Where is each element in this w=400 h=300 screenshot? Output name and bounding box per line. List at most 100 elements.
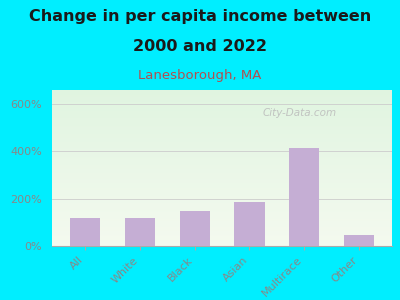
Bar (52, 142, 392, 143)
Bar (52, 125, 392, 126)
Bar (52, 167, 392, 168)
Bar (52, 213, 392, 214)
Bar (52, 193, 392, 194)
Bar (70, 218, 100, 246)
Bar (52, 216, 392, 217)
Bar (52, 157, 392, 158)
Bar (52, 214, 392, 215)
Bar (52, 194, 392, 195)
Bar (52, 238, 392, 239)
Bar (52, 183, 392, 184)
Bar (52, 176, 392, 177)
Bar (52, 93, 392, 94)
Bar (52, 195, 392, 196)
Bar (52, 97, 392, 98)
Bar (52, 181, 392, 182)
Bar (52, 179, 392, 181)
Text: Change in per capita income between: Change in per capita income between (29, 9, 371, 24)
Bar (52, 170, 392, 171)
Bar (52, 103, 392, 105)
Bar (52, 232, 392, 233)
Bar (52, 215, 392, 216)
Bar (52, 99, 392, 101)
Bar (52, 135, 392, 136)
Bar (52, 190, 392, 191)
Bar (52, 196, 392, 197)
Bar (52, 111, 392, 112)
Bar (52, 200, 392, 201)
Bar (52, 168, 392, 169)
Bar (52, 95, 392, 96)
Bar (52, 191, 392, 192)
Bar (52, 137, 392, 138)
Bar (52, 100, 392, 101)
Bar (52, 152, 392, 153)
Bar (52, 91, 392, 92)
Bar (52, 115, 392, 116)
Bar (52, 231, 392, 232)
Bar (52, 98, 392, 99)
Bar (52, 233, 392, 235)
Bar (52, 166, 392, 167)
Bar (52, 164, 392, 165)
Bar (52, 243, 392, 244)
Bar (52, 110, 392, 111)
Bar (52, 202, 392, 203)
Bar (52, 126, 392, 128)
Bar (52, 106, 392, 108)
Bar (52, 197, 392, 198)
Bar (52, 235, 392, 236)
Bar (52, 159, 392, 160)
Bar (52, 136, 392, 137)
Bar (52, 105, 392, 106)
Bar (52, 162, 392, 163)
Bar (344, 236, 374, 246)
Bar (52, 133, 392, 134)
Bar (52, 184, 392, 186)
Bar (52, 206, 392, 208)
Bar (52, 138, 392, 139)
Bar (52, 239, 392, 240)
Bar (52, 149, 392, 150)
Bar (52, 148, 392, 149)
Bar (289, 148, 319, 246)
Bar (52, 161, 392, 162)
Bar (52, 211, 392, 212)
Bar (52, 145, 392, 146)
Bar (52, 128, 392, 130)
Bar (52, 108, 392, 109)
Bar (52, 240, 392, 241)
Bar (52, 169, 392, 170)
Bar (52, 90, 392, 91)
Bar (52, 140, 392, 141)
Bar (52, 144, 392, 145)
Bar (52, 94, 392, 95)
Bar (52, 224, 392, 225)
Bar (52, 141, 392, 142)
Bar (52, 134, 392, 135)
Text: Lanesborough, MA: Lanesborough, MA (138, 69, 262, 82)
Bar (52, 242, 392, 243)
Bar (52, 130, 392, 132)
Bar (52, 212, 392, 213)
Bar (52, 116, 392, 117)
Bar (52, 203, 392, 204)
Bar (52, 226, 392, 227)
Bar (52, 189, 392, 190)
Bar (52, 198, 392, 199)
Bar (52, 217, 392, 218)
Bar (52, 222, 392, 223)
Bar (52, 109, 392, 110)
Bar (52, 225, 392, 226)
Bar (52, 122, 392, 123)
Bar (52, 188, 392, 189)
Bar (52, 155, 392, 157)
Bar (52, 192, 392, 193)
Bar (52, 182, 392, 183)
Bar (52, 154, 392, 155)
Bar (52, 245, 392, 246)
Bar (52, 146, 392, 147)
Bar (52, 175, 392, 176)
Bar (52, 199, 392, 200)
Bar (52, 174, 392, 175)
